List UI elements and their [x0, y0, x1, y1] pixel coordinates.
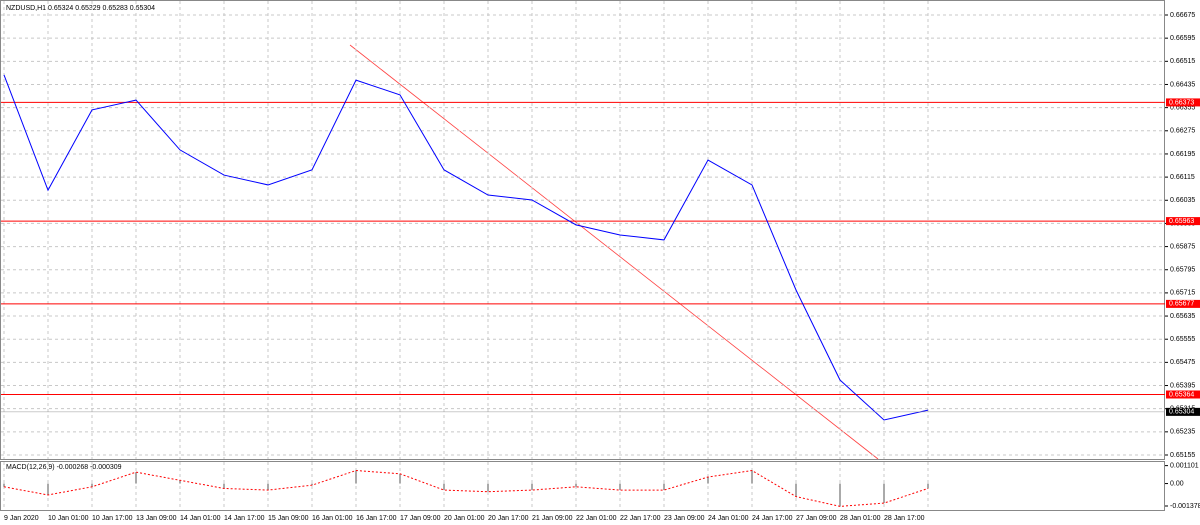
x-tick-label: 24 Jan 17:00 — [752, 515, 793, 522]
x-tick-label: 14 Jan 01:00 — [180, 515, 221, 522]
x-tick-label: 22 Jan 01:00 — [576, 515, 617, 522]
x-tick-label: 28 Jan 01:00 — [840, 515, 881, 522]
x-tick-label: 20 Jan 01:00 — [444, 515, 485, 522]
level-tag — [1166, 390, 1200, 399]
macd-y-tick-label: -0.001378 — [1170, 503, 1200, 510]
y-tick-label: 0.65875 — [1170, 243, 1195, 250]
y-tick-label: 0.66195 — [1170, 151, 1195, 158]
y-tick-label: 0.65475 — [1170, 359, 1195, 366]
x-tick-label: 10 Jan 01:00 — [48, 515, 89, 522]
x-tick-label: 27 Jan 09:00 — [796, 515, 837, 522]
y-tick-label: 0.65395 — [1170, 382, 1195, 389]
y-tick-label: 0.65155 — [1170, 452, 1195, 459]
macd-label: MACD(12,26,9) -0.000268 -0.000309 — [6, 464, 122, 471]
macd-y-tick-label: 0.001101 — [1170, 462, 1199, 469]
y-tick-label: 0.66115 — [1170, 174, 1195, 181]
level-label: 0.65677 — [1169, 301, 1194, 308]
x-tick-label: 14 Jan 17:00 — [224, 515, 265, 522]
level-label: 0.65364 — [1169, 391, 1194, 398]
price-pane — [0, 0, 1165, 460]
y-tick-label: 0.66675 — [1170, 12, 1195, 19]
level-tag — [1166, 299, 1200, 308]
symbol-header: NZDUSD,H1 0.65324 0.65329 0.65283 0.6530… — [6, 5, 155, 12]
x-tick-label: 13 Jan 09:00 — [136, 515, 177, 522]
y-tick-label: 0.66275 — [1170, 128, 1195, 135]
x-tick-label: 21 Jan 09:00 — [532, 515, 573, 522]
x-tick-label: 22 Jan 17:00 — [620, 515, 661, 522]
x-tick-label: 16 Jan 01:00 — [312, 515, 353, 522]
y-tick-label: 0.65795 — [1170, 267, 1195, 274]
last-price-tag — [1166, 407, 1200, 416]
series-line — [3, 74, 929, 421]
y-tick-label: 0.65715 — [1170, 290, 1195, 297]
x-tick-label: 20 Jan 17:00 — [488, 515, 529, 522]
x-tick-label: 15 Jan 09:00 — [268, 515, 309, 522]
y-tick-label: 0.65635 — [1170, 313, 1195, 320]
x-tick-label: 9 Jan 2020 — [4, 515, 39, 522]
y-tick-label: 0.65235 — [1170, 429, 1195, 436]
macd-pane — [0, 461, 1165, 511]
x-tick-label: 10 Jan 17:00 — [92, 515, 133, 522]
level-tag — [1166, 98, 1200, 107]
y-tick-label: 0.66515 — [1170, 58, 1195, 65]
y-tick-label: 0.66595 — [1170, 35, 1195, 42]
x-tick-label: 23 Jan 09:00 — [664, 515, 705, 522]
y-tick-label: 0.65555 — [1170, 336, 1195, 343]
y-tick-label: 0.66435 — [1170, 81, 1195, 88]
x-tick-label: 17 Jan 09:00 — [400, 515, 441, 522]
x-tick-label: 28 Jan 17:00 — [884, 515, 925, 522]
trend-line — [349, 44, 879, 460]
level-label: 0.65963 — [1169, 218, 1194, 225]
series-line — [3, 469, 929, 507]
level-label: 0.66373 — [1169, 99, 1194, 106]
level-tag — [1166, 217, 1200, 226]
x-tick-label: 16 Jan 17:00 — [356, 515, 397, 522]
last-price-label: 0.65304 — [1169, 409, 1194, 416]
x-tick-label: 24 Jan 01:00 — [708, 515, 749, 522]
y-tick-label: 0.66355 — [1170, 104, 1195, 111]
macd-y-tick-label: 0.00 — [1170, 480, 1184, 487]
y-tick-label: 0.66035 — [1170, 197, 1195, 204]
